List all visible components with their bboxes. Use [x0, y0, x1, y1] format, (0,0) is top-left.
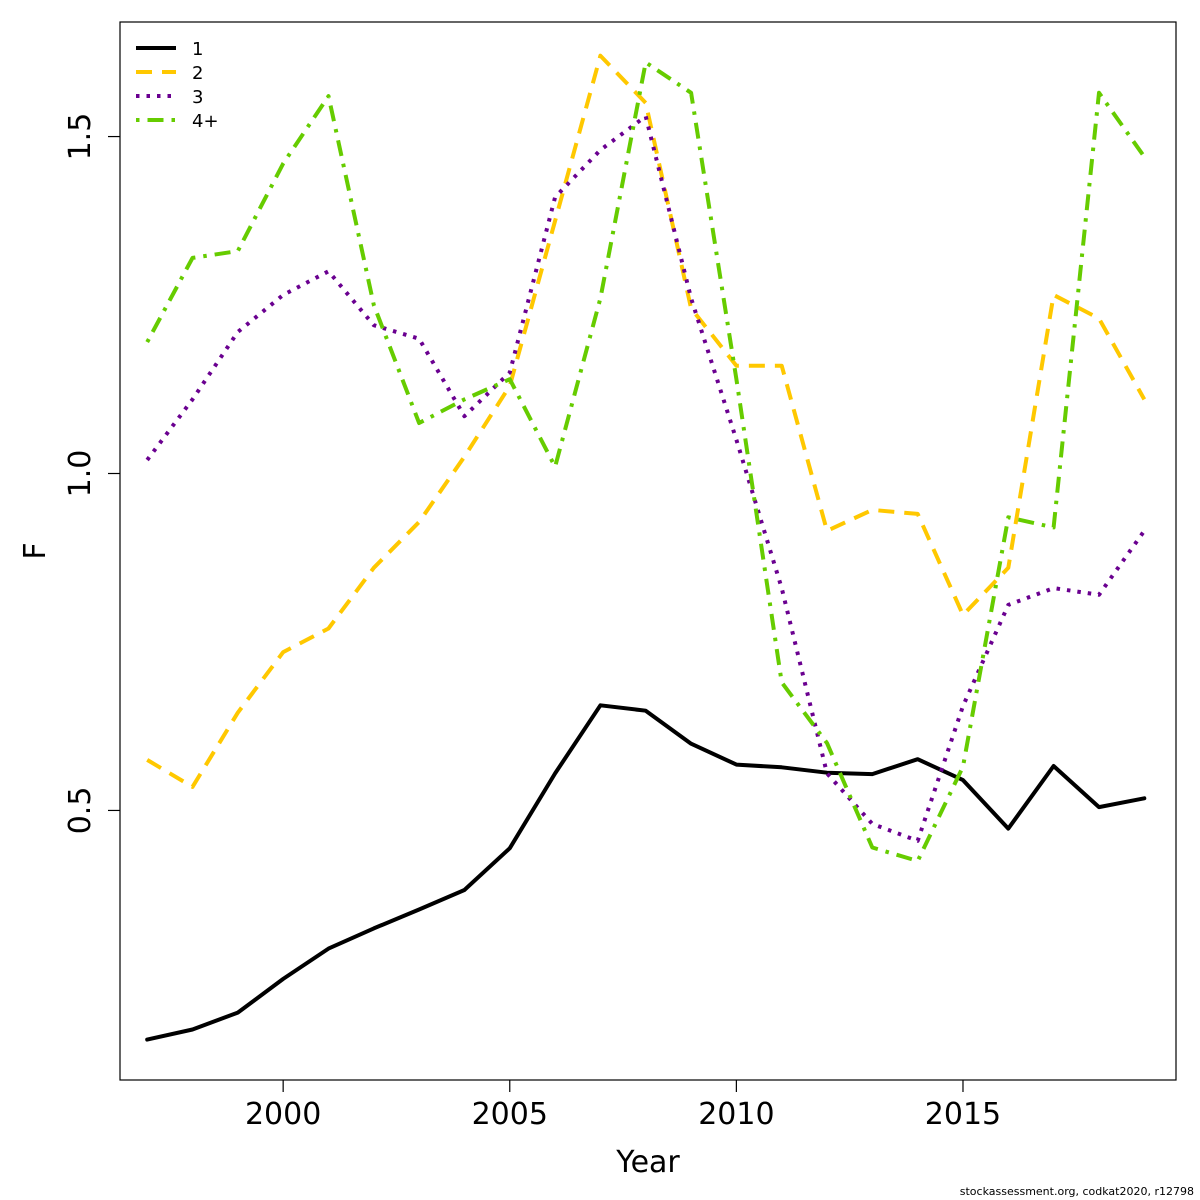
x-tick-label: 2005 [472, 1097, 548, 1132]
legend-label: 3 [192, 87, 203, 108]
series-line-3 [145, 114, 1146, 843]
series-line-1 [145, 703, 1147, 1042]
legend-label: 1 [192, 39, 203, 60]
series-line-4 [145, 60, 1146, 863]
series-layer [145, 53, 1147, 1042]
legend: 1 2 3 4+ [136, 39, 219, 132]
x-tick-label: 2015 [925, 1097, 1001, 1132]
x-tick-label: 2000 [245, 1097, 321, 1132]
x-tick-label: 2010 [698, 1097, 774, 1132]
y-axis-title: F [18, 542, 53, 559]
y-axis: 0.5 1.0 1.5 [63, 113, 120, 835]
plot-frame [119, 21, 1177, 1081]
credit-text: stockassessment.org, codkat2020, r12798 [959, 1185, 1194, 1198]
y-tick-label: 0.5 [63, 787, 98, 835]
x-axis: 2000 2005 2010 2015 [245, 1080, 1001, 1132]
legend-label: 2 [192, 63, 203, 84]
y-tick-label: 1.5 [63, 113, 98, 161]
legend-label: 4+ [192, 111, 219, 132]
x-axis-title: Year [615, 1145, 680, 1180]
y-tick-label: 1.0 [63, 450, 98, 498]
series-line-2 [146, 53, 1147, 789]
